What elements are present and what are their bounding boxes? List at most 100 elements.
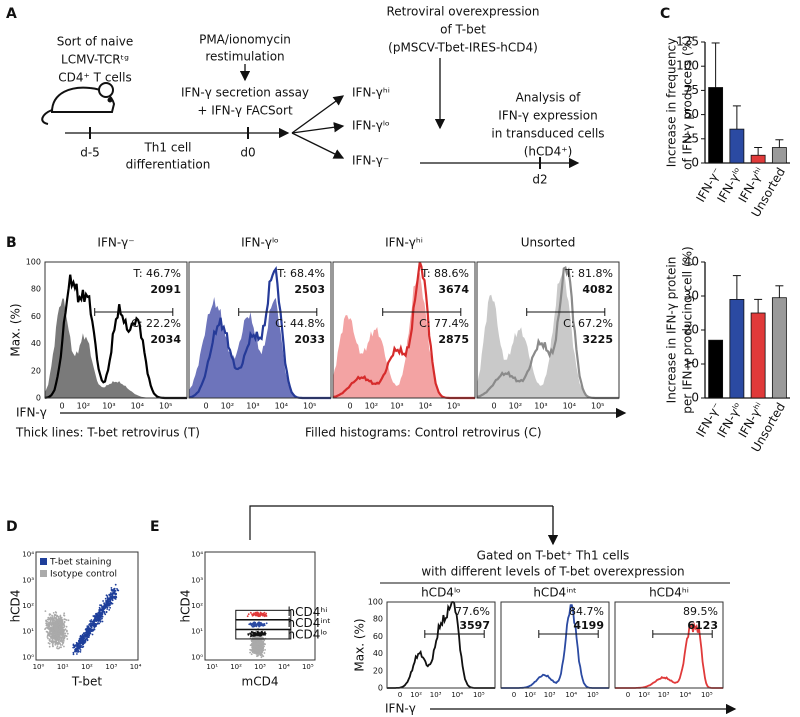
dot (104, 597, 107, 600)
bar (771, 297, 787, 399)
dot (49, 638, 51, 641)
dot (50, 617, 53, 620)
label: 20 (31, 366, 41, 375)
dot (72, 653, 75, 656)
label: 84.7% (569, 605, 604, 618)
dot (52, 619, 55, 622)
dot (264, 643, 266, 646)
dot (109, 592, 112, 594)
label: T-bet (71, 675, 103, 689)
dot (47, 637, 49, 640)
label: 0 (491, 402, 496, 411)
dot (54, 611, 57, 613)
plot-frame (500, 601, 610, 689)
dot (56, 615, 58, 618)
plot-frame (332, 261, 476, 399)
dot (51, 623, 54, 625)
label: 10⁵ (447, 402, 460, 411)
dot (56, 624, 59, 627)
dot (98, 606, 101, 609)
dot (88, 634, 91, 637)
dot (261, 649, 264, 652)
dot (251, 614, 254, 617)
label: 10⁵ (302, 663, 314, 671)
dot (46, 636, 49, 638)
label: B (6, 235, 17, 251)
dot (257, 642, 260, 644)
label: 2503 (294, 283, 325, 296)
dot (60, 618, 63, 621)
label: 80 (373, 615, 383, 624)
dot (96, 613, 98, 616)
label: hCD4ˡᵒ (421, 586, 461, 600)
dot (52, 645, 54, 648)
dot (102, 606, 104, 609)
dot (48, 632, 50, 635)
label: Thick lines: T-bet retrovirus (T) (15, 426, 200, 440)
dot (263, 652, 266, 654)
dot (51, 629, 54, 632)
dot (251, 651, 254, 654)
label: mCD4 (242, 675, 279, 689)
label: 10³ (246, 402, 259, 411)
label: 10⁵ (303, 402, 316, 411)
mouse-icon (41, 82, 116, 125)
label: IFN-γ secretion assay (181, 86, 309, 100)
dot (256, 633, 259, 636)
label: 10³ (390, 402, 403, 411)
dot (252, 634, 255, 636)
label: 10² (410, 691, 422, 699)
dot (86, 631, 89, 634)
label: 40 (373, 649, 383, 658)
plot-frame (386, 601, 496, 689)
dot (51, 638, 54, 641)
dot (46, 634, 49, 637)
label: 4199 (573, 619, 604, 632)
dot (58, 638, 61, 641)
dot (44, 627, 47, 630)
dot (63, 623, 65, 625)
dot (259, 642, 262, 645)
dot (57, 615, 60, 618)
label: hCD4ˡᵒ (288, 628, 328, 642)
dot (108, 593, 111, 596)
histogram-fill (333, 272, 475, 398)
label: IFN-γ expression (498, 109, 597, 123)
label: in transduced cells (491, 127, 604, 141)
dot (252, 623, 255, 626)
dot (115, 592, 117, 595)
dot (81, 637, 83, 639)
y-tick-label: 0 (691, 391, 699, 405)
dot (104, 613, 107, 616)
dot (97, 622, 100, 624)
dot (59, 623, 62, 626)
dot (46, 631, 49, 633)
dot (73, 646, 76, 648)
label: 80 (31, 285, 41, 294)
dot (76, 653, 78, 655)
dot (79, 639, 82, 642)
label: Sort of naive (57, 35, 134, 49)
y-tick-label: 100 (676, 59, 699, 73)
label: 6123 (687, 619, 718, 632)
label: Isotype control (50, 570, 117, 580)
y-tick-label: 125 (676, 35, 699, 49)
label: A (6, 6, 17, 22)
dot (51, 640, 54, 643)
dot (94, 619, 97, 622)
label: 10⁵ (587, 691, 599, 699)
dot (259, 615, 261, 617)
dot (76, 642, 79, 645)
line (291, 95, 345, 134)
label: C: 77.4% (419, 317, 469, 330)
dot (88, 629, 91, 632)
dot (100, 613, 102, 616)
label: 10⁵ (473, 691, 485, 699)
label: d2 (532, 173, 547, 187)
label: 0 (378, 684, 383, 693)
dot (256, 613, 258, 616)
label: C: 44.8% (275, 317, 325, 330)
dot (256, 653, 258, 655)
label: 10² (77, 402, 90, 411)
label: 10³ (430, 691, 442, 699)
